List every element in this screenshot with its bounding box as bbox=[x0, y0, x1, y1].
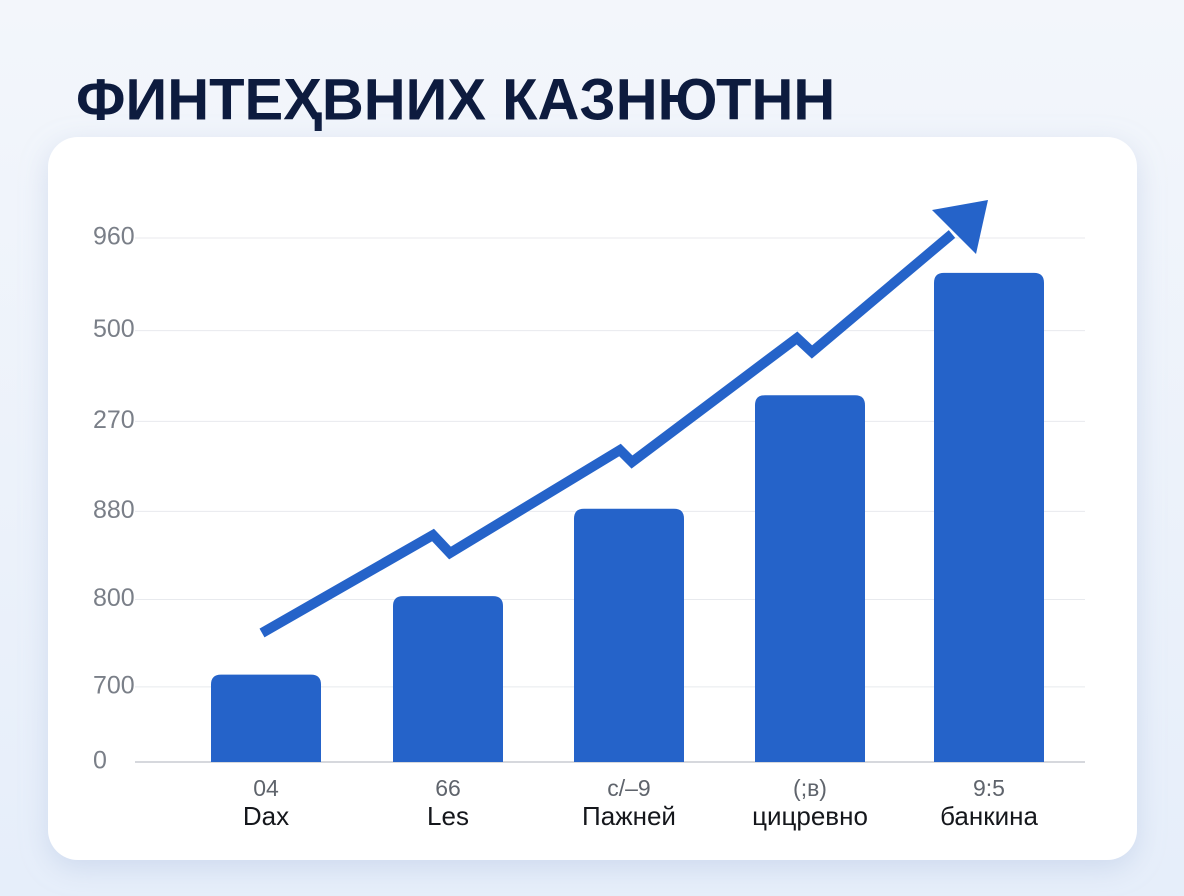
x-tick-code: 04 bbox=[253, 775, 279, 801]
arrow-head bbox=[932, 200, 988, 254]
trend-line bbox=[259, 230, 956, 638]
x-tick-label: цицревно bbox=[752, 801, 868, 831]
y-tick-label: 800 bbox=[93, 584, 135, 612]
x-tick-label: Les bbox=[427, 801, 469, 831]
bar bbox=[755, 395, 865, 762]
bar bbox=[934, 272, 1044, 762]
y-tick-label: 700 bbox=[93, 672, 135, 700]
y-tick-label: 500 bbox=[93, 315, 135, 343]
y-tick-label: 270 bbox=[93, 406, 135, 434]
x-tick-code: c/–9 bbox=[607, 775, 650, 801]
x-tick-label: Пажней bbox=[582, 801, 676, 831]
x-tick-label: Dax bbox=[243, 801, 289, 831]
trend-arrow bbox=[259, 200, 988, 638]
chart-title: ФИНТЕҲВНИХ КАЗНЮТНН bbox=[76, 67, 835, 132]
y-tick-label: 880 bbox=[93, 496, 135, 524]
bar bbox=[211, 674, 321, 762]
x-tick-code: 9:5 bbox=[973, 775, 1005, 801]
y-tick-label: 0 bbox=[93, 747, 107, 775]
x-tick-label: банкина bbox=[940, 801, 1038, 831]
x-tick-code: 66 bbox=[435, 775, 461, 801]
bar bbox=[574, 508, 684, 762]
bar bbox=[393, 596, 503, 762]
y-tick-label: 960 bbox=[93, 223, 135, 251]
x-tick-code: (;ʙ) bbox=[793, 775, 827, 801]
